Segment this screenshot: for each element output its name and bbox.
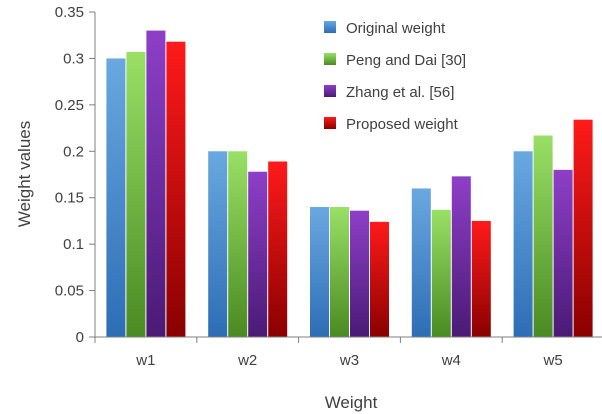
y-axis-title: Weight values bbox=[15, 121, 34, 227]
bars-group bbox=[106, 30, 593, 338]
bar-w5-series-4 bbox=[573, 119, 593, 338]
bar-w4-series-3 bbox=[451, 176, 471, 337]
y-tick-label: 0.05 bbox=[55, 283, 84, 300]
y-tick-label: 0 bbox=[76, 329, 84, 346]
legend-swatch bbox=[324, 53, 336, 65]
x-axis-title: Weight bbox=[325, 393, 378, 412]
bar-w4-series-1 bbox=[411, 188, 431, 337]
x-tick-label: w4 bbox=[441, 352, 461, 369]
bar-w1-series-1 bbox=[106, 58, 126, 338]
legend-swatch bbox=[324, 21, 336, 33]
bar-w4-series-2 bbox=[431, 209, 451, 337]
bar-w3-series-3 bbox=[350, 210, 369, 337]
bar-w2-series-3 bbox=[248, 171, 268, 337]
x-tick-label: w2 bbox=[237, 352, 257, 369]
bar-w1-series-4 bbox=[166, 41, 186, 338]
bar-w5-series-2 bbox=[533, 135, 553, 337]
y-ticks: 0 0.05 0.1 0.15 0.2 0.25 0.3 0.35 bbox=[55, 4, 95, 346]
y-tick-label: 0.15 bbox=[55, 190, 84, 207]
bar-w3-series-2 bbox=[330, 207, 349, 337]
bar-w5-series-1 bbox=[513, 151, 533, 337]
bar-w5-series-3 bbox=[553, 169, 573, 337]
legend-label: Zhang et al. [56] bbox=[346, 84, 454, 101]
y-tick-label: 0.2 bbox=[63, 143, 84, 160]
legend-swatch bbox=[324, 117, 336, 129]
legend-label: Original weight bbox=[346, 20, 446, 37]
x-ticks: w1 w2 w3 w4 w5 bbox=[94, 337, 563, 369]
x-tick-label: w5 bbox=[543, 352, 563, 369]
bar-w3-series-1 bbox=[310, 207, 329, 337]
bar-w1-series-2 bbox=[126, 51, 146, 338]
bar-w2-series-4 bbox=[268, 161, 288, 337]
legend-label: Peng and Dai [30] bbox=[346, 52, 466, 69]
y-tick-label: 0.25 bbox=[55, 97, 84, 114]
legend: Original weight Peng and Dai [30] Zhang et… bbox=[324, 20, 466, 133]
y-tick-label: 0.3 bbox=[63, 50, 84, 67]
y-tick-label: 0.35 bbox=[55, 4, 84, 21]
bar-w1-series-3 bbox=[146, 30, 166, 337]
legend-label: Proposed weight bbox=[346, 116, 459, 133]
bar-w2-series-1 bbox=[208, 151, 228, 337]
bar-w2-series-2 bbox=[228, 151, 248, 337]
bar-w3-series-4 bbox=[370, 221, 389, 337]
bar-w4-series-4 bbox=[471, 220, 491, 337]
y-tick-label: 0.1 bbox=[63, 236, 84, 253]
legend-swatch bbox=[324, 85, 336, 97]
x-tick-label: w1 bbox=[135, 352, 155, 369]
x-tick-label: w3 bbox=[339, 352, 359, 369]
